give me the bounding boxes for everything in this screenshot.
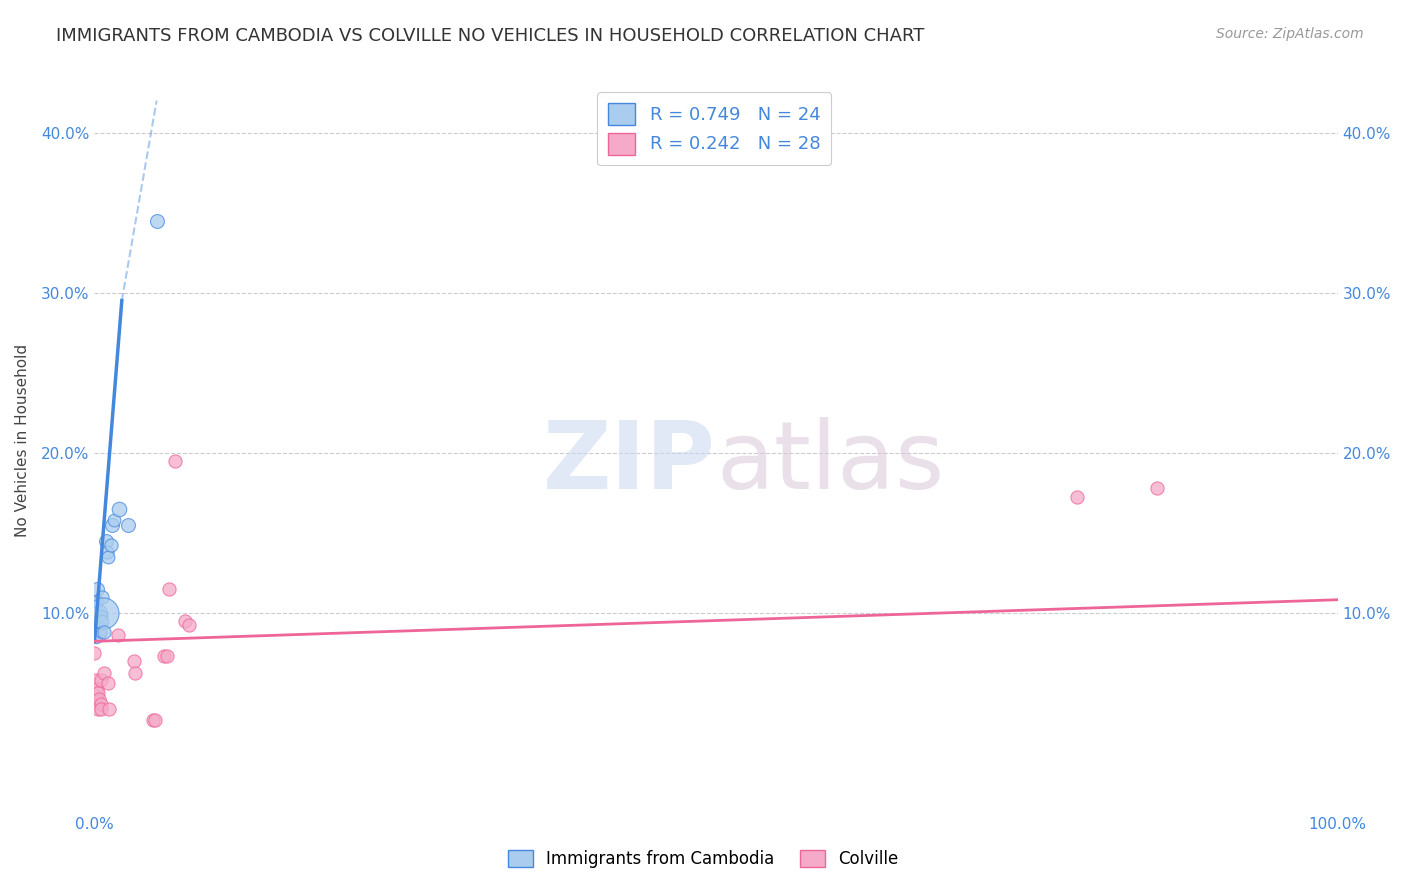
Point	[145, 213, 167, 227]
Point	[84, 606, 107, 620]
Point	[90, 590, 112, 604]
Legend: R = 0.749   N = 24, R = 0.242   N = 28: R = 0.749 N = 24, R = 0.242 N = 28	[598, 93, 831, 165]
Point	[155, 648, 177, 663]
Point	[107, 628, 129, 642]
Point	[91, 606, 114, 620]
Point	[86, 594, 108, 608]
Point	[87, 685, 110, 699]
Point	[103, 513, 125, 527]
Point	[157, 582, 180, 596]
Point	[98, 701, 121, 715]
Legend: Immigrants from Cambodia, Colville: Immigrants from Cambodia, Colville	[502, 843, 904, 875]
Point	[177, 618, 200, 632]
Point	[87, 608, 110, 623]
Point	[93, 666, 115, 681]
Point	[145, 713, 167, 727]
Text: IMMIGRANTS FROM CAMBODIA VS COLVILLE NO VEHICLES IN HOUSEHOLD CORRELATION CHART: IMMIGRANTS FROM CAMBODIA VS COLVILLE NO …	[56, 27, 925, 45]
Point	[89, 692, 111, 706]
Text: Source: ZipAtlas.com: Source: ZipAtlas.com	[1216, 27, 1364, 41]
Point	[87, 618, 110, 632]
Point	[97, 676, 120, 690]
Point	[108, 501, 131, 516]
Point	[89, 614, 111, 628]
Text: ZIP: ZIP	[543, 417, 716, 508]
Point	[84, 689, 107, 703]
Point	[84, 630, 107, 644]
Point	[90, 697, 112, 711]
Point	[84, 673, 107, 687]
Point	[83, 646, 105, 660]
Point	[89, 628, 111, 642]
Point	[1066, 491, 1088, 505]
Point	[165, 453, 187, 467]
Point	[117, 517, 139, 532]
Point	[86, 582, 108, 596]
Point	[90, 624, 112, 639]
Point	[1146, 481, 1168, 495]
Point	[97, 549, 120, 564]
Point	[96, 545, 118, 559]
Point	[124, 666, 146, 681]
Point	[86, 693, 108, 707]
Y-axis label: No Vehicles in Household: No Vehicles in Household	[15, 344, 30, 537]
Point	[87, 701, 110, 715]
Point	[101, 517, 124, 532]
Point	[90, 614, 112, 628]
Point	[89, 606, 111, 620]
Point	[90, 673, 112, 687]
Point	[90, 701, 112, 715]
Point	[122, 654, 145, 668]
Point	[86, 682, 108, 697]
Point	[153, 648, 176, 663]
Point	[94, 533, 117, 548]
Point	[84, 614, 107, 628]
Point	[142, 713, 165, 727]
Point	[93, 624, 115, 639]
Point	[90, 608, 112, 623]
Point	[100, 538, 122, 552]
Text: atlas: atlas	[716, 417, 945, 508]
Point	[174, 614, 197, 628]
